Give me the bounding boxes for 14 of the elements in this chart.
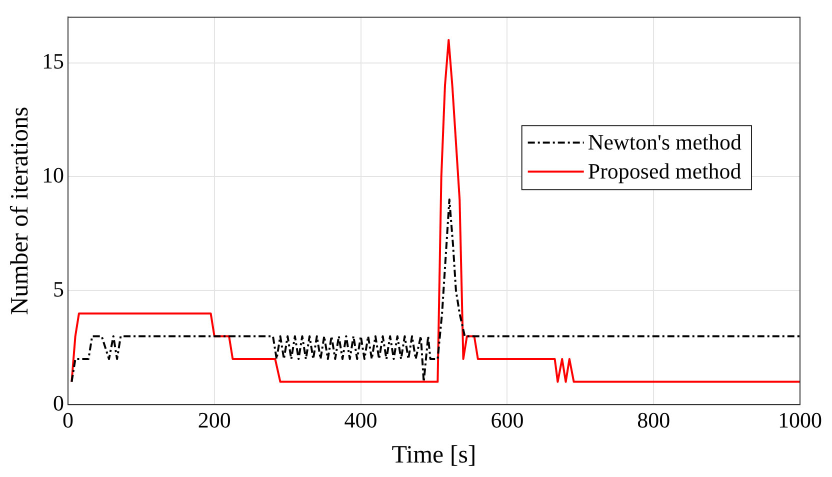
legend-label: Proposed method bbox=[588, 158, 742, 184]
y-tick-label: 10 bbox=[42, 162, 64, 188]
x-tick-label: 400 bbox=[344, 408, 378, 433]
x-tick-label: 200 bbox=[198, 408, 231, 433]
line-series bbox=[70, 198, 800, 383]
x-tick-label: 1000 bbox=[778, 408, 822, 433]
y-tick-label: 5 bbox=[53, 276, 64, 302]
x-tick-label: 600 bbox=[490, 408, 524, 433]
y-axis-title: Number of iterations bbox=[6, 106, 34, 316]
y-tick-label: 0 bbox=[53, 390, 64, 416]
x-axis-title: Time [s] bbox=[392, 442, 476, 469]
legend-label: Newton's method bbox=[588, 129, 742, 154]
x-tick-label: 800 bbox=[637, 408, 670, 433]
y-tick-label: 15 bbox=[42, 48, 64, 74]
